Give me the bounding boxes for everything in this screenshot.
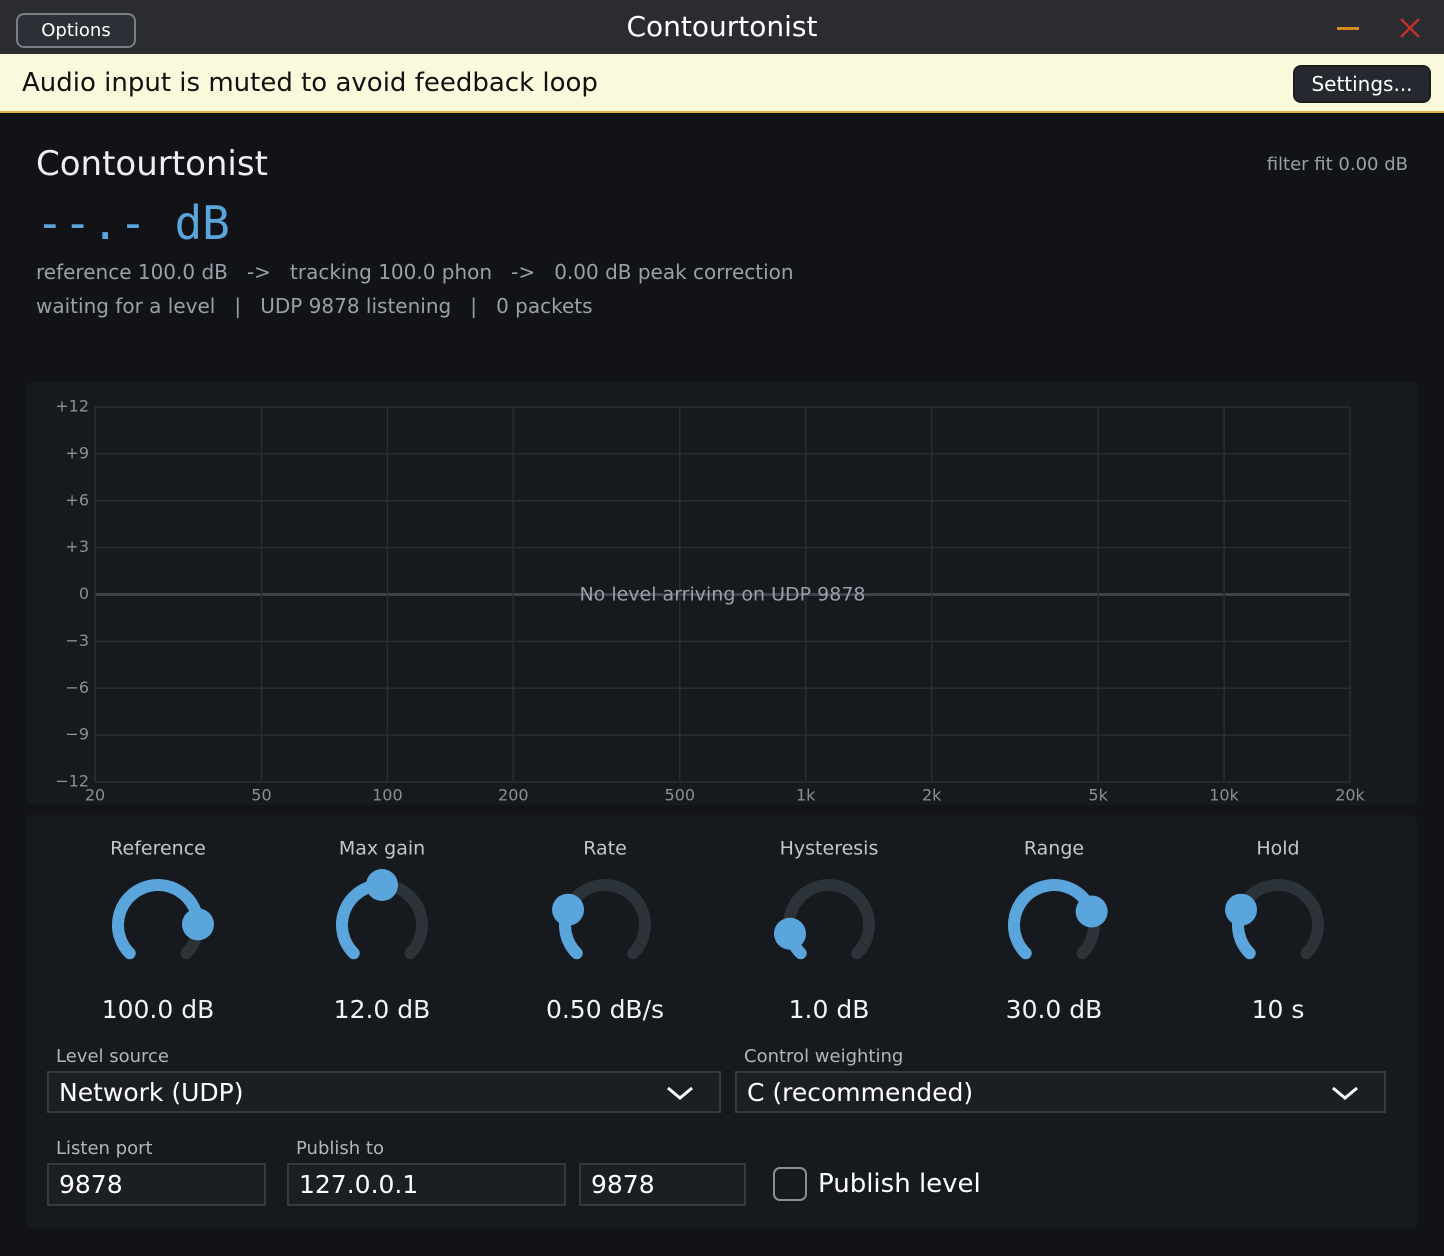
y-tick-label: −3 — [65, 631, 89, 650]
minimize-button[interactable] — [1337, 27, 1359, 30]
knob-handle — [773, 917, 806, 950]
header-name: Contourtonist — [36, 144, 268, 184]
y-tick-label: −6 — [65, 678, 89, 697]
controls-panel — [26, 815, 1417, 1228]
y-tick-label: −12 — [55, 772, 89, 791]
knob-handle — [1225, 893, 1258, 926]
options-button[interactable]: Options — [16, 13, 136, 48]
warning-banner — [0, 54, 1444, 113]
knob-label: Range — [1024, 838, 1084, 860]
x-tick-label: 50 — [251, 786, 271, 805]
x-tick-label: 1k — [796, 786, 816, 805]
knob-value: 0.50 dB/s — [546, 995, 664, 1024]
knob-value: 100.0 dB — [102, 995, 215, 1024]
knob-handle — [366, 869, 398, 901]
y-tick-label: +9 — [65, 443, 89, 462]
knob-label: Max gain — [339, 838, 425, 860]
settings-button[interactable]: Settings... — [1293, 65, 1431, 103]
close-button[interactable] — [1398, 16, 1422, 40]
chevron — [1332, 1086, 1358, 1100]
y-tick-label: −9 — [65, 725, 89, 744]
knob-value: 10 s — [1252, 995, 1305, 1024]
publish-checkbox[interactable] — [773, 1167, 807, 1201]
knob[interactable] — [552, 879, 651, 960]
knob[interactable] — [773, 879, 875, 960]
title-bar — [0, 0, 1444, 54]
y-tick-label: +3 — [65, 537, 89, 556]
status-line: reference 100.0 dB -> tracking 100.0 pho… — [36, 260, 794, 284]
window-title: Contourtonist — [626, 10, 818, 43]
x-tick-label: 20k — [1335, 786, 1365, 805]
y-tick-label: 0 — [79, 584, 89, 603]
y-tick-label: +12 — [55, 397, 89, 416]
checkbox-label: Publish level — [818, 1169, 981, 1199]
x-tick-label: 200 — [498, 786, 529, 805]
publish-host-input[interactable]: 127.0.0.1 — [287, 1163, 566, 1206]
dropdown-value: C (recommended) — [747, 1077, 974, 1107]
x-tick-label: 500 — [665, 786, 696, 805]
field-label: Publish to — [296, 1138, 384, 1159]
knob-arc — [1008, 879, 1098, 960]
knob-handle — [181, 908, 214, 941]
x-tick-label: 20 — [85, 786, 105, 805]
dropdown-value: Network (UDP) — [59, 1077, 244, 1107]
knob[interactable] — [112, 879, 214, 960]
knob-value: 12.0 dB — [334, 995, 431, 1024]
chevron — [667, 1086, 693, 1100]
level-source-dropdown[interactable]: Network (UDP) — [47, 1071, 721, 1113]
field-label: Level source — [56, 1046, 170, 1067]
graph-message: No level arriving on UDP 9878 — [579, 584, 865, 606]
x-tick-label: 2k — [922, 786, 942, 805]
knob[interactable] — [1225, 879, 1324, 960]
knob[interactable] — [1008, 879, 1108, 960]
y-tick-label: +6 — [65, 490, 89, 509]
control-weighting-dropdown[interactable]: C (recommended) — [735, 1071, 1386, 1113]
knob-handle — [1075, 895, 1108, 928]
field-label: Control weighting — [744, 1046, 904, 1067]
knob-label: Reference — [110, 838, 206, 860]
level-readout: --.- dB — [36, 196, 230, 250]
field-label: Listen port — [56, 1138, 153, 1159]
knob-value: 30.0 dB — [1006, 995, 1103, 1024]
knob-label: Rate — [583, 838, 627, 860]
banner-message: Audio input is muted to avoid feedback l… — [22, 68, 598, 98]
knob-row: Reference 100.0 dB Max gain 12.0 dB Rate 0.50… — [102, 838, 1324, 1024]
x-tick-label: 5k — [1088, 786, 1108, 805]
knob-label: Hold — [1256, 838, 1299, 860]
status-line: waiting for a level | UDP 9878 listening… — [36, 294, 593, 318]
x-tick-label: 10k — [1209, 786, 1239, 805]
knob-arc — [112, 879, 204, 960]
knob-label: Hysteresis — [780, 838, 879, 860]
x-tick-label: 100 — [372, 786, 403, 805]
listen-port-input[interactable]: 9878 — [47, 1163, 266, 1206]
publish-port-input[interactable]: 9878 — [579, 1163, 746, 1206]
knob-handle — [552, 893, 585, 926]
knob-value: 1.0 dB — [789, 995, 870, 1024]
filter-fit: filter fit 0.00 dB — [1266, 154, 1408, 175]
knob[interactable] — [336, 869, 428, 960]
